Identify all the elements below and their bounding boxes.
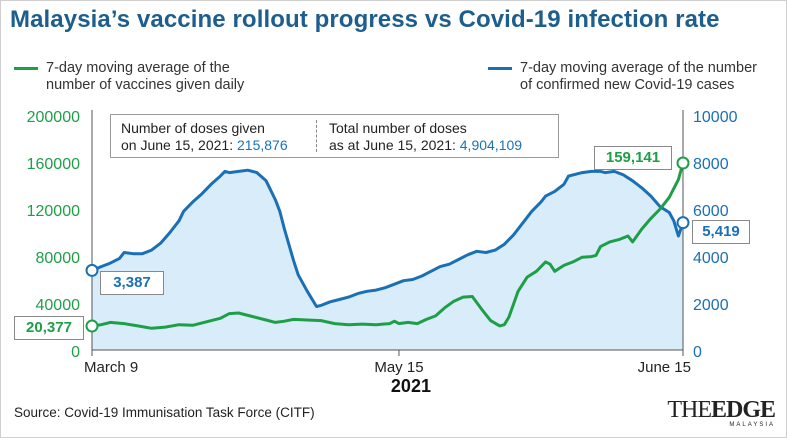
- y-left-tick-label: 120000: [27, 203, 80, 220]
- cases-area-fill: [92, 170, 683, 350]
- total-doses-block: Total number of doses as at June 15, 202…: [329, 120, 522, 154]
- callout-cases-end: 5,419: [692, 220, 750, 244]
- y-right-tick-label: 4000: [693, 250, 729, 267]
- chart-title: Malaysia’s vaccine rollout progress vs C…: [10, 6, 720, 33]
- y-right-tick-label: 2000: [693, 297, 729, 314]
- total-doses-label: Total number of doses: [329, 120, 467, 136]
- callout-vaccine-end: 159,141: [594, 146, 672, 170]
- y-left-tick-label: 200000: [27, 109, 80, 126]
- callout-cases-start: 3,387: [100, 271, 164, 295]
- legend-swatch-vaccines: [14, 67, 38, 70]
- y-left-tick-label: 40000: [36, 297, 81, 314]
- doses-given-value: 215,876: [237, 137, 288, 153]
- doses-given-date-label: on June 15, 2021:: [121, 137, 237, 153]
- total-doses-date-label: as at June 15, 2021:: [329, 137, 460, 153]
- info-box: Number of doses given on June 15, 2021: …: [110, 114, 559, 158]
- cases-start-point: [85, 263, 99, 277]
- logo-word-the: THE: [667, 397, 712, 423]
- total-doses-value: 4,904,109: [459, 137, 523, 153]
- y-right-tick-label: 8000: [693, 156, 729, 173]
- legend-vaccines-line1: 7-day moving average of the: [46, 60, 230, 76]
- x-tick-label: June 15: [638, 359, 691, 376]
- legend-cases: 7-day moving average of the number of co…: [488, 60, 778, 96]
- logo-sub: MALAYSIA: [729, 422, 775, 428]
- y-left-tick-label: 0: [71, 344, 80, 361]
- y-right-tick-label: 10000: [693, 109, 738, 126]
- y-left-tick-label: 80000: [36, 250, 81, 267]
- legend-vaccines-line2: number of vaccines given daily: [46, 77, 245, 93]
- y-right-tick-label: 6000: [693, 203, 729, 220]
- cases-series-line: [90, 168, 685, 308]
- x-tick-label: May 15: [374, 359, 423, 376]
- x-tick-label: March 9: [84, 359, 138, 376]
- vaccines-series-line: [90, 161, 685, 330]
- vaccines-start-point: [85, 319, 99, 333]
- doses-given-block: Number of doses given on June 15, 2021: …: [121, 120, 288, 154]
- y-left-tick-label: 160000: [27, 156, 80, 173]
- callout-vaccine-start: 20,377: [14, 316, 84, 340]
- cases-end-point: [676, 216, 690, 230]
- legend-cases-line1: 7-day moving average of the number: [520, 60, 757, 76]
- x-axis-year-label: 2021: [391, 376, 431, 396]
- the-edge-logo: THEEDGE MALAYSIA: [667, 397, 776, 428]
- vaccines-end-point: [676, 156, 690, 170]
- legend-cases-line2: of confirmed new Covid-19 cases: [520, 77, 735, 93]
- y-right-tick-label: 0: [693, 344, 702, 361]
- source-note: Source: Covid-19 Immunisation Task Force…: [14, 405, 315, 420]
- logo-word-edge: EDGE: [710, 397, 776, 423]
- legend-swatch-cases: [488, 67, 512, 70]
- doses-given-label: Number of doses given: [121, 120, 265, 136]
- info-divider: [316, 120, 317, 152]
- legend-vaccines: 7-day moving average of the number of va…: [14, 60, 314, 96]
